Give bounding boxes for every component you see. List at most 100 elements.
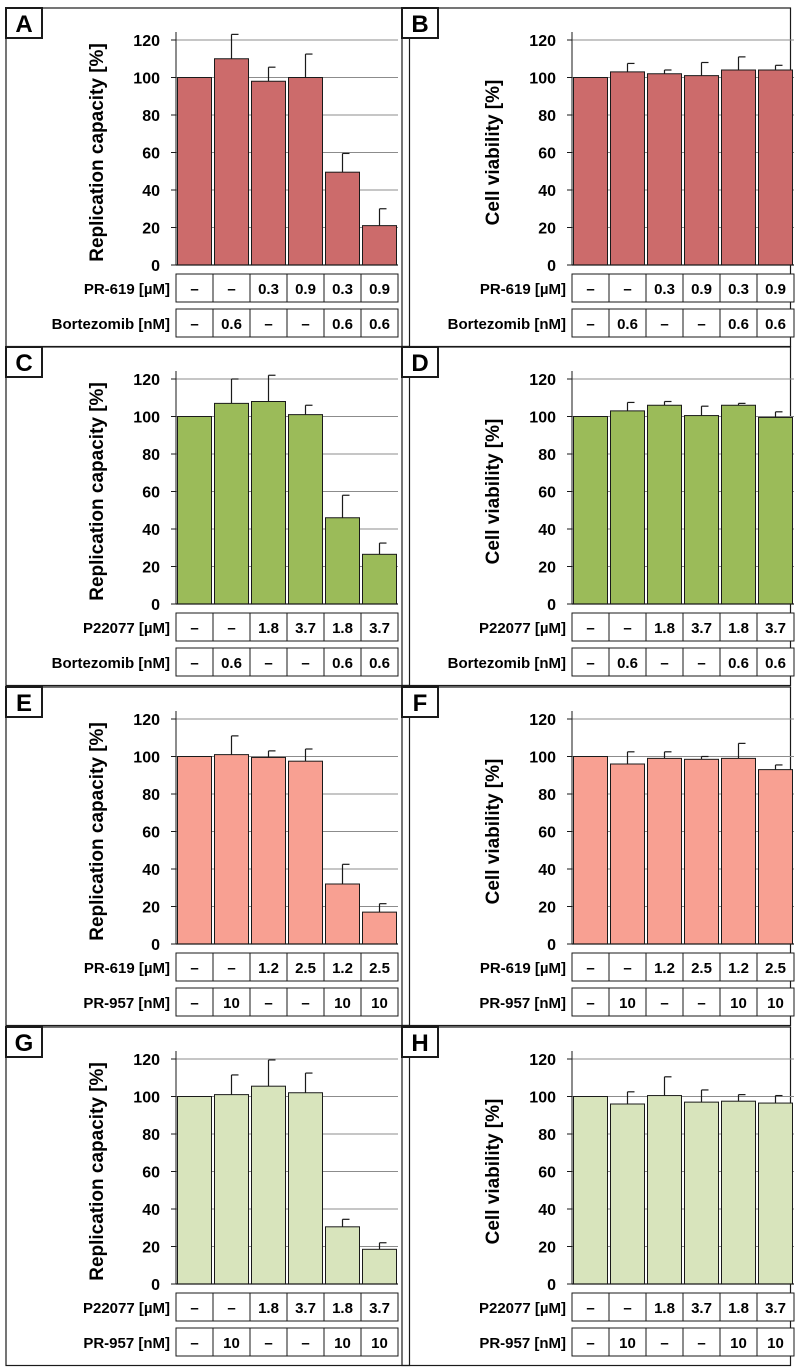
- row-cell-value: –: [586, 1300, 594, 1317]
- panel-frame: [5, 1026, 411, 1367]
- y-tick-label: 60: [538, 146, 556, 163]
- y-axis-label: Cell viability [%]: [483, 80, 504, 226]
- y-axis-label: Replication capacity [%]: [87, 1062, 108, 1281]
- row-label: PR-619 [µM]: [480, 281, 566, 298]
- row-cell-value: –: [301, 316, 309, 333]
- row-cell-value: 0.6: [617, 316, 638, 333]
- bar: [325, 517, 360, 605]
- bar: [362, 1248, 397, 1285]
- row-cell-value: 0.6: [728, 316, 749, 333]
- y-tick-label: 60: [142, 825, 160, 842]
- row-cell-value: 3.7: [369, 1300, 390, 1317]
- y-axis-label: Cell viability [%]: [483, 759, 504, 905]
- panel-frame: [5, 346, 411, 687]
- y-tick-label: 40: [142, 862, 160, 879]
- y-tick-label: 0: [151, 597, 160, 614]
- row-cell-value: –: [623, 1300, 631, 1317]
- panel-letter: A: [15, 11, 32, 38]
- y-tick-label: 80: [142, 108, 160, 125]
- y-tick-label: 40: [538, 862, 556, 879]
- row-label: Bortezomib [nM]: [52, 316, 170, 333]
- row-cell-value: –: [190, 316, 198, 333]
- row-cell-value: 3.7: [369, 620, 390, 637]
- row-cell-value: 10: [223, 995, 240, 1012]
- row-cell-value: 10: [767, 995, 784, 1012]
- panel-c: C 0 20 40 60 80 100 120 Replication capacity [%]…: [5, 346, 411, 687]
- bar: [647, 1095, 682, 1285]
- row-label: P22077 [µM]: [479, 620, 566, 637]
- y-tick-label: 60: [142, 1165, 160, 1182]
- bar: [573, 77, 608, 266]
- row-cell-value: 0.9: [691, 281, 712, 298]
- y-tick-label: 100: [529, 71, 556, 88]
- y-tick-label: 20: [538, 1240, 556, 1257]
- panel-letter: B: [411, 11, 428, 38]
- row-cell-value: –: [264, 655, 272, 672]
- y-tick-label: 100: [529, 1090, 556, 1107]
- row-cell-value: –: [623, 620, 631, 637]
- y-tick-label: 120: [133, 33, 160, 50]
- row-cell-value: –: [264, 316, 272, 333]
- y-tick-label: 120: [133, 372, 160, 389]
- row-cell-value: 0.6: [332, 316, 353, 333]
- row-cell-value: 10: [371, 1335, 388, 1352]
- bar: [647, 404, 682, 605]
- y-tick-label: 80: [538, 1127, 556, 1144]
- row-label: PR-957 [nM]: [479, 1335, 566, 1352]
- row-cell-value: –: [697, 1335, 705, 1352]
- row-label: PR-619 [µM]: [84, 960, 170, 977]
- row-label: Bortezomib [nM]: [52, 655, 170, 672]
- y-tick-label: 20: [142, 1240, 160, 1257]
- y-tick-label: 80: [538, 447, 556, 464]
- bar: [684, 415, 719, 605]
- y-tick-label: 60: [538, 825, 556, 842]
- row-cell-value: 10: [619, 1335, 636, 1352]
- bar: [758, 69, 793, 266]
- row-cell-value: 10: [334, 995, 351, 1012]
- bar: [721, 1100, 756, 1285]
- panel-letter-box: [5, 1026, 43, 1058]
- panel-letter-box: [5, 686, 43, 718]
- row-cell-value: –: [190, 1300, 198, 1317]
- row-cell-value: 10: [730, 1335, 747, 1352]
- row-cell-value: 2.5: [369, 960, 390, 977]
- panel-d: D 0 20 40 60 80 100 120 Cell viability [%] P22077…: [401, 346, 795, 687]
- row-cell-value: 10: [767, 1335, 784, 1352]
- row-cell-value: –: [227, 281, 235, 298]
- y-tick-label: 80: [538, 787, 556, 804]
- panel-letter-box: [5, 346, 43, 378]
- row-cell-value: 0.6: [765, 316, 786, 333]
- row-label: PR-957 [nM]: [83, 1335, 170, 1352]
- row-cell-value: –: [227, 960, 235, 977]
- bar: [721, 404, 756, 605]
- row-cell-value: –: [623, 960, 631, 977]
- row-cell-value: 0.3: [654, 281, 675, 298]
- row-cell-value: 0.6: [221, 655, 242, 672]
- bar: [177, 1096, 212, 1285]
- row-cell-value: 3.7: [691, 620, 712, 637]
- y-axis-label: Cell viability [%]: [483, 1099, 504, 1245]
- row-label: PR-957 [nM]: [83, 995, 170, 1012]
- row-cell-value: –: [586, 960, 594, 977]
- y-tick-label: 40: [142, 183, 160, 200]
- row-cell-value: –: [586, 995, 594, 1012]
- panel-letter: C: [15, 350, 32, 377]
- row-cell-value: 0.6: [369, 655, 390, 672]
- row-cell-value: –: [697, 316, 705, 333]
- row-label: PR-957 [nM]: [479, 995, 566, 1012]
- row-cell-value: 1.8: [258, 620, 279, 637]
- row-cell-value: 1.8: [654, 1300, 675, 1317]
- row-cell-value: 0.6: [765, 655, 786, 672]
- row-label: P22077 [µM]: [83, 620, 170, 637]
- y-tick-label: 60: [538, 485, 556, 502]
- row-cell-value: 0.3: [258, 281, 279, 298]
- y-tick-label: 40: [142, 1202, 160, 1219]
- row-cell-value: –: [586, 620, 594, 637]
- row-cell-value: –: [660, 316, 668, 333]
- panel-letter-box: [401, 346, 439, 378]
- row-cell-value: –: [586, 316, 594, 333]
- row-cell-value: –: [190, 960, 198, 977]
- bar: [721, 69, 756, 266]
- panel-e: E 0 20 40 60 80 100 120 Replication capacity [%]…: [5, 686, 411, 1027]
- panel-letter-box: [5, 7, 43, 39]
